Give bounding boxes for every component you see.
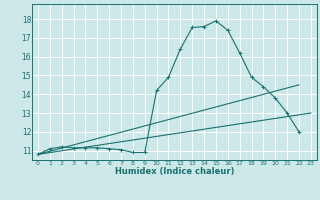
X-axis label: Humidex (Indice chaleur): Humidex (Indice chaleur) — [115, 167, 234, 176]
